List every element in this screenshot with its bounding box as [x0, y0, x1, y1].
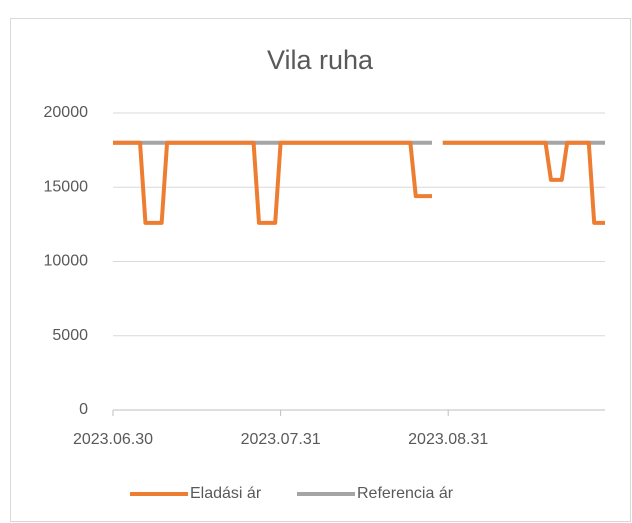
y-tick-label: 5000 [52, 327, 88, 344]
legend-label: Referencia ár [357, 485, 454, 502]
legend-label: Eladási ár [190, 485, 262, 502]
x-tick-label: 2023.08.31 [408, 431, 488, 448]
y-tick-label: 10000 [44, 253, 89, 270]
y-tick-label: 0 [79, 401, 88, 418]
line-series [113, 140, 605, 225]
x-tick-label: 2023.07.31 [241, 431, 321, 448]
y-tick-label: 15000 [44, 178, 89, 195]
x-tick-label: 2023.06.30 [73, 431, 153, 448]
chart-border [10, 18, 631, 522]
y-tick-label: 20000 [44, 104, 89, 121]
chart-title: Vila ruha [267, 45, 374, 75]
